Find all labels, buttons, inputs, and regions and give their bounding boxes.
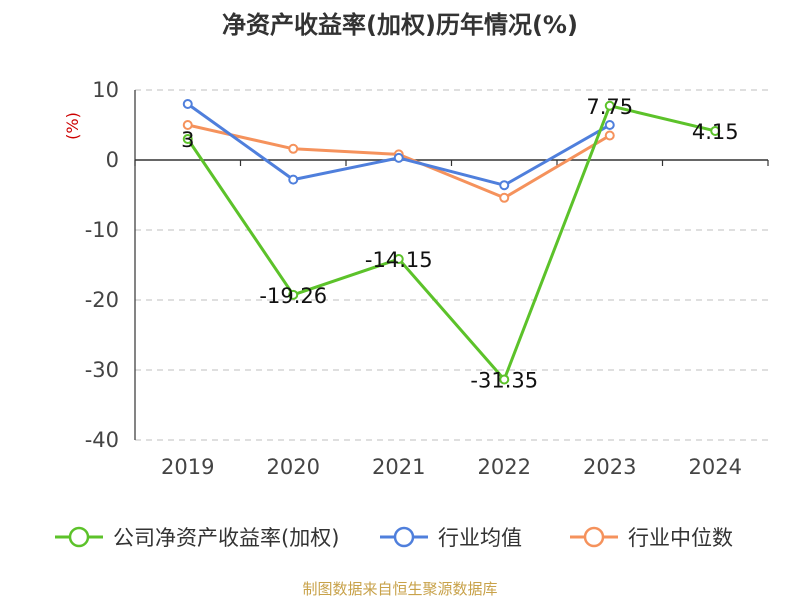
legend-label: 行业均值	[438, 526, 522, 550]
source-note: 制图数据来自恒生聚源数据库	[302, 580, 497, 598]
x-tick-label: 2022	[478, 455, 531, 479]
data-point	[499, 180, 510, 191]
chart-title: 净资产收益率(加权)历年情况(%)	[222, 11, 578, 39]
data-label: -14.15	[365, 248, 433, 272]
x-tick-label: 2021	[372, 455, 425, 479]
legend: 公司净资产收益率(加权) 行业均值 行业中位数	[55, 526, 733, 550]
y-tick-label: 0	[106, 148, 119, 172]
data-point	[288, 289, 299, 300]
x-tick-label: 2024	[689, 455, 742, 479]
data-label: 3	[181, 128, 194, 152]
y-tick-label: -20	[85, 288, 119, 312]
y-tick-label: -30	[85, 358, 119, 382]
legend-label: 行业中位数	[628, 526, 733, 550]
gridlines	[135, 89, 768, 441]
data-label: 4.15	[692, 120, 739, 144]
x-tick-label: 2023	[583, 455, 636, 479]
axes: 10 0 -10 -20 -30 -40 (%) 2019 2020 2021 2022 2023 20…	[63, 78, 769, 479]
y-axis-unit-label: (%)	[63, 112, 82, 140]
x-tick-label: 2020	[267, 455, 320, 479]
data-labels: 3 -19.26 -14.15 -31.35 7.75 4.15	[181, 95, 739, 393]
data-label: 7.75	[586, 95, 633, 119]
legend-label: 公司净资产收益率(加权)	[113, 526, 339, 550]
data-point	[393, 254, 404, 265]
legend-marker	[68, 526, 90, 548]
data-label: -19.26	[259, 284, 327, 308]
series-line-0	[186, 104, 716, 381]
y-tick-label: 10	[92, 78, 119, 102]
data-point	[288, 174, 299, 185]
data-point	[182, 120, 193, 130]
x-tick-label: 2019	[161, 455, 214, 479]
y-tick-label: -10	[85, 218, 119, 242]
data-label: -31.35	[470, 368, 538, 392]
series-layer	[182, 99, 721, 385]
data-point	[604, 100, 615, 111]
legend-marker	[393, 526, 415, 548]
data-point	[393, 152, 404, 163]
data-point	[499, 192, 510, 203]
legend-marker	[583, 526, 605, 548]
y-tick-label: -40	[85, 428, 119, 452]
data-point	[182, 134, 193, 144]
data-point	[288, 143, 299, 154]
data-point	[710, 125, 721, 136]
data-point	[182, 99, 193, 109]
data-point	[499, 374, 510, 385]
data-point	[604, 130, 615, 141]
data-point	[604, 120, 615, 130]
